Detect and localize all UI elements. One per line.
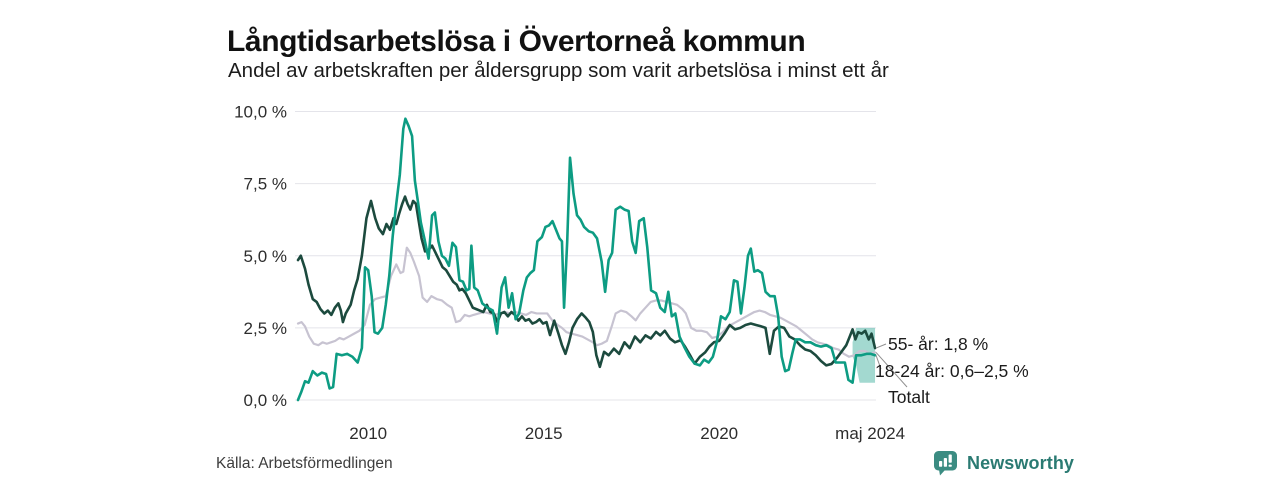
chart-subtitle: Andel av arbetskraften per åldersgrupp s… <box>228 59 889 82</box>
annotation-55plus: 55- år: 1,8 % <box>888 334 989 354</box>
bar-chart-speech-bubble-icon <box>934 451 957 476</box>
logo-wordmark: Newsworthy <box>967 452 1075 473</box>
y-tick-label: 10,0 % <box>234 103 287 122</box>
x-tick-label: maj 2024 <box>835 424 905 443</box>
leader-line-total <box>875 352 908 388</box>
leader-line-youth <box>875 355 882 370</box>
annotation-18-24: 18-24 år: 0,6–2,5 % <box>875 361 1029 381</box>
x-tick-label: 2010 <box>349 424 387 443</box>
y-tick-label: 2,5 % <box>244 319 287 338</box>
series-line-total <box>296 246 877 358</box>
page-title: Långtidsarbetslösa i Övertorneå kommun <box>227 25 806 59</box>
x-tick-label: 2020 <box>700 424 738 443</box>
series-line-youth <box>296 117 877 402</box>
x-tick-label: 2015 <box>525 424 563 443</box>
source-note: Källa: Arbetsförmedlingen <box>216 455 393 472</box>
leader-line-a55plus <box>875 343 887 349</box>
y-tick-label: 5,0 % <box>244 247 287 266</box>
y-tick-label: 7,5 % <box>244 175 287 194</box>
newsworthy-logo: Newsworthy <box>933 450 1074 476</box>
series-line-a55plus <box>296 195 877 369</box>
annotation-total: Totalt <box>888 387 930 407</box>
y-tick-label: 0,0 % <box>244 391 287 410</box>
